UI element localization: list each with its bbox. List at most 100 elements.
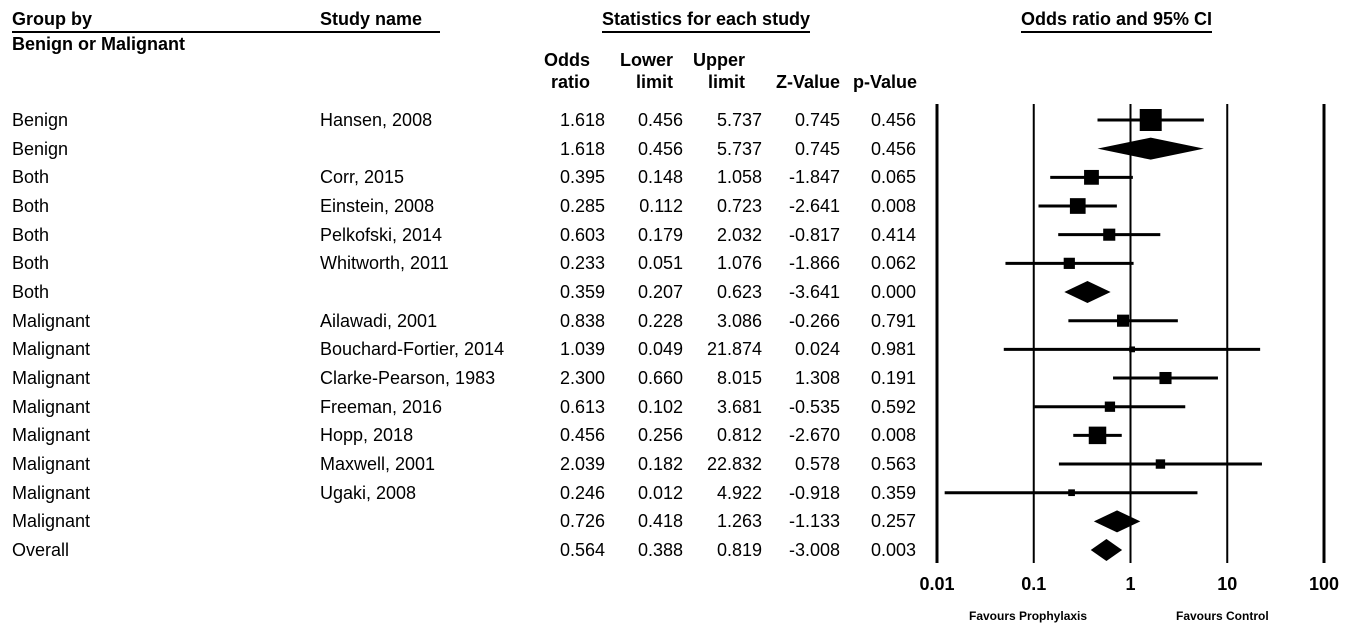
summary-diamond (1093, 510, 1141, 533)
study-cell: Whitworth, 2011 (320, 253, 449, 274)
z-value-cell: 0.024 (794, 339, 840, 360)
effect-marker (1103, 228, 1116, 241)
lower-limit-cell: 0.112 (639, 196, 683, 216)
lower-limit-cell: 0.207 (637, 282, 683, 302)
odds-ratio-header-line1: Odds (543, 50, 590, 70)
x-tick-label: 1 (1125, 574, 1136, 594)
group-cell: Both (12, 253, 50, 274)
upper-limit-cell: 0.623 (716, 282, 762, 302)
lower-limit-cell: 0.012 (637, 482, 683, 503)
p-value-cell: 0.257 (870, 511, 916, 532)
upper-limit-cell: 0.812 (716, 425, 762, 446)
upper-limit-cell: 5.737 (716, 138, 762, 159)
z-value-cell: -0.266 (788, 310, 840, 331)
group-cell: Both (12, 224, 50, 245)
group-cell: Malignant (12, 482, 91, 503)
upper-limit-header-line1: Upper (692, 50, 745, 70)
upper-limit-cell: 21.874 (706, 339, 762, 360)
z-value-cell: 1.308 (794, 368, 840, 388)
odds-ratio-cell: 1.618 (559, 138, 605, 159)
study-cell: Maxwell, 2001 (320, 454, 436, 474)
odds-ratio-cell: 0.285 (559, 196, 605, 216)
group-cell: Malignant (12, 339, 91, 360)
odds-ratio-cell: 1.618 (559, 110, 605, 130)
p-value-cell: 0.456 (870, 110, 916, 130)
lower-limit-cell: 0.256 (637, 425, 683, 446)
upper-limit-cell: 1.058 (716, 167, 762, 188)
z-value-cell: 0.745 (794, 138, 840, 159)
upper-limit-cell: 1.263 (716, 511, 762, 532)
lower-limit-cell: 0.102 (637, 396, 683, 417)
effect-marker (1088, 426, 1107, 445)
lower-limit-cell: 0.456 (637, 110, 683, 130)
odds-ratio-cell: 2.300 (559, 368, 605, 388)
lower-limit-cell: 0.456 (637, 138, 683, 159)
effect-marker (1104, 401, 1116, 412)
group-cell: Malignant (12, 310, 91, 331)
upper-limit-cell: 3.086 (716, 310, 762, 331)
p-value-cell: 0.000 (870, 282, 916, 302)
x-tick-label: 0.01 (919, 574, 955, 594)
effect-marker (1117, 314, 1130, 327)
group-cell: Malignant (12, 368, 91, 388)
odds-ratio-header-line2: ratio (550, 72, 590, 92)
study-cell: Corr, 2015 (320, 167, 405, 188)
lower-limit-cell: 0.228 (637, 310, 683, 331)
group-cell: Both (12, 282, 50, 302)
group-cell: Overall (12, 540, 70, 560)
p-value-cell: 0.592 (870, 396, 916, 417)
upper-limit-header: Upper limit (675, 49, 745, 93)
effect-marker (1139, 109, 1162, 131)
upper-limit-cell: 1.076 (716, 253, 762, 274)
upper-limit-cell: 22.832 (706, 454, 762, 474)
group-cell: Malignant (12, 425, 91, 446)
p-value-cell: 0.065 (870, 167, 916, 188)
odds-ratio-cell: 0.246 (559, 482, 605, 503)
plot-header: Odds ratio and 95% CI (1021, 9, 1213, 33)
upper-limit-cell: 5.737 (716, 110, 762, 130)
study-cell: Clarke-Pearson, 1983 (320, 368, 496, 388)
summary-diamond (1064, 281, 1111, 304)
z-value-cell: -0.918 (788, 482, 840, 503)
study-cell: Bouchard-Fortier, 2014 (320, 339, 505, 360)
odds-ratio-cell: 0.838 (559, 310, 605, 331)
study-cell: Einstein, 2008 (320, 196, 435, 216)
p-value-cell: 0.062 (870, 253, 916, 274)
p-value-cell: 0.359 (870, 482, 916, 503)
z-value-header: Z-Value (775, 72, 840, 92)
lower-limit-cell: 0.182 (637, 454, 683, 474)
group-cell: Malignant (12, 454, 91, 474)
upper-limit-cell: 3.681 (716, 396, 762, 417)
upper-limit-header-line2: limit (707, 72, 745, 92)
upper-limit-cell: 2.032 (716, 224, 762, 245)
study-cell: Freeman, 2016 (320, 396, 443, 417)
odds-ratio-cell: 2.039 (559, 454, 605, 474)
x-tick-label: 10 (1217, 574, 1238, 594)
upper-limit-cell: 8.015 (716, 368, 762, 388)
x-tick-label: 0.1 (1021, 574, 1047, 594)
odds-ratio-cell: 0.456 (559, 425, 605, 446)
effect-marker (1068, 489, 1075, 497)
study-cell: Ugaki, 2008 (320, 482, 417, 503)
p-value-cell: 0.414 (870, 224, 916, 245)
z-value-cell: -2.641 (788, 196, 840, 216)
favours-control-label: Favours Control (1176, 609, 1269, 623)
study-cell: Hopp, 2018 (320, 425, 414, 446)
group-cell: Benign (12, 138, 69, 159)
lower-limit-cell: 0.388 (637, 540, 683, 560)
upper-limit-cell: 0.723 (716, 196, 762, 216)
study-cell: Ailawadi, 2001 (320, 310, 438, 331)
favours-prophylaxis-label: Favours Prophylaxis (969, 609, 1088, 623)
p-value-cell: 0.791 (870, 310, 916, 331)
p-value-cell: 0.191 (870, 368, 916, 388)
effect-marker (1084, 169, 1099, 185)
z-value-cell: -1.133 (788, 511, 840, 532)
group-cell: Malignant (12, 396, 91, 417)
effect-marker (1159, 371, 1172, 385)
x-tick-label: 100 (1308, 574, 1340, 594)
lower-limit-cell: 0.660 (637, 368, 683, 388)
upper-limit-cell: 0.819 (716, 540, 762, 560)
odds-ratio-cell: 1.039 (559, 339, 605, 360)
group-cell: Both (12, 196, 50, 216)
p-value-cell: 0.456 (870, 138, 916, 159)
